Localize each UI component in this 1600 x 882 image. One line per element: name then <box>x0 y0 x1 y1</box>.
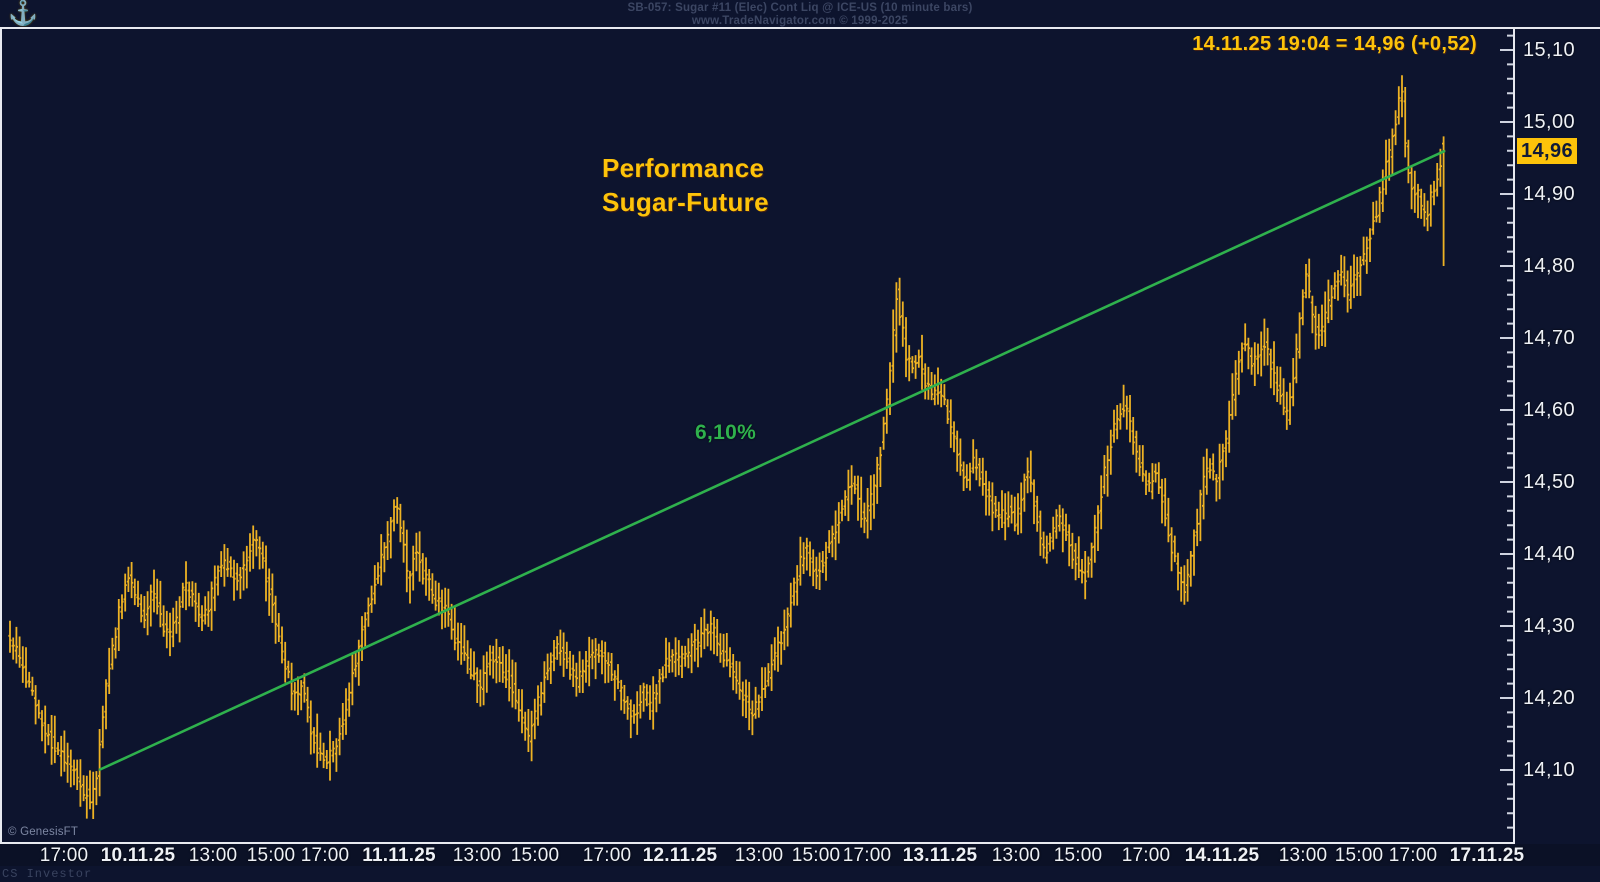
time-axis-time-label: 15:00 <box>246 845 296 866</box>
time-axis-time-label: 13:00 <box>734 845 784 866</box>
time-axis-time-label: 17:00 <box>300 845 350 866</box>
price-axis: 15,10 15,00 14,90 14,80 14,70 14,60 14,50 14,40… <box>1515 29 1600 842</box>
price-axis-label: 14,50 <box>1523 471 1576 493</box>
time-axis-time-label: 13:00 <box>1278 845 1328 866</box>
price-axis-label: 14,20 <box>1523 687 1576 709</box>
genesis-watermark: © GenesisFT <box>8 826 79 838</box>
time-axis-time-label: 15:00 <box>791 845 841 866</box>
time-axis-time-label: 13:00 <box>991 845 1041 866</box>
symbol-header: SB-057: Sugar #11 (Elec) Cont Liq @ ICE-… <box>627 2 973 14</box>
time-axis: 17:00 10.11.25 13:00 15:00 17:00 11.11.25 13:0… <box>0 844 1600 866</box>
time-axis-time-label: 15:00 <box>1334 845 1384 866</box>
time-axis-date-label: 12.11.25 <box>642 845 718 866</box>
price-axis-label: 14,10 <box>1523 759 1576 781</box>
price-axis-label: 15,00 <box>1523 111 1576 133</box>
chart-title: Performance Sugar-Future <box>602 151 769 219</box>
time-axis-time-label: 17:00 <box>1121 845 1171 866</box>
time-axis-time-label: 15:00 <box>510 845 560 866</box>
anchor-logo-icon: ⚓ <box>8 0 38 27</box>
time-axis-time-label: 15:00 <box>1053 845 1103 866</box>
time-axis-date-label: 10.11.25 <box>100 845 176 866</box>
status-text: CS Investor <box>2 867 93 881</box>
status-strip: CS Investor <box>0 866 1600 882</box>
price-axis-label: 14,70 <box>1523 327 1576 349</box>
price-axis-label: 15,10 <box>1523 39 1576 61</box>
last-price-badge: 14,96 <box>1517 137 1577 164</box>
time-axis-date-label: 13.11.25 <box>902 845 978 866</box>
price-axis-ticks <box>1500 34 1513 829</box>
time-axis-time-label: 13:00 <box>188 845 238 866</box>
price-axis-label: 14,90 <box>1523 183 1576 205</box>
chart-title-line1: Performance <box>602 153 765 183</box>
trendline-percent-label: 6,10% <box>695 421 757 444</box>
time-axis-date-label: 17.11.25 <box>1449 845 1525 866</box>
price-axis-label: 14,40 <box>1523 543 1576 565</box>
time-axis-time-label: 17:00 <box>1388 845 1438 866</box>
ohlc-bars-series <box>8 75 1446 819</box>
time-axis-time-label: 17:00 <box>582 845 632 866</box>
price-axis-label: 14,30 <box>1523 615 1576 637</box>
chart-canvas[interactable] <box>2 29 1513 842</box>
price-axis-label: 14,80 <box>1523 255 1576 277</box>
last-quote-readout: 14.11.25 19:04 = 14,96 (+0,52) <box>1192 33 1477 55</box>
header-bar: ⚓ SB-057: Sugar #11 (Elec) Cont Liq @ IC… <box>0 0 1600 28</box>
chart-title-line2: Sugar-Future <box>602 187 769 217</box>
vendor-header: www.TradeNavigator.com © 1999-2025 <box>691 15 909 27</box>
time-axis-time-label: 17:00 <box>39 845 89 866</box>
price-chart-plot[interactable]: 14.11.25 19:04 = 14,96 (+0,52) Performan… <box>0 29 1515 844</box>
time-axis-date-label: 14.11.25 <box>1184 845 1260 866</box>
time-axis-date-label: 11.11.25 <box>362 845 436 866</box>
price-axis-label: 14,60 <box>1523 399 1576 421</box>
time-axis-time-label: 17:00 <box>842 845 892 866</box>
plot-top-border <box>0 27 1600 29</box>
time-axis-time-label: 13:00 <box>452 845 502 866</box>
trend-line[interactable] <box>98 149 1446 772</box>
